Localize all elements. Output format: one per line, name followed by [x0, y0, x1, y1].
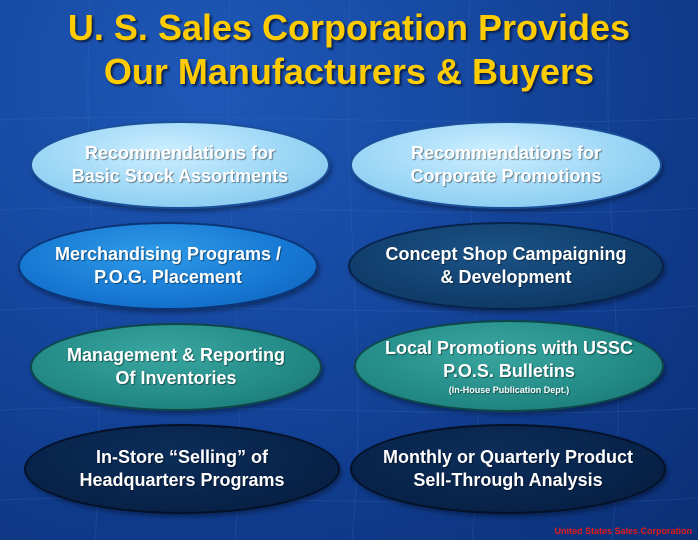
oval-inventory-management: Management & Reporting Of Inventories [30, 323, 322, 411]
oval-text-line: P.O.G. Placement [94, 267, 242, 287]
oval-text-line: Merchandising Programs / [54, 244, 282, 264]
oval-text-line: & Development [440, 267, 572, 287]
oval-corporate-promotions: Recommendations for Corporate Promotions [350, 121, 662, 209]
title-line-2: Our Manufacturers & Buyers [103, 51, 595, 92]
oval-text-line: In-Store “Selling” of [95, 447, 268, 467]
oval-text-line: Sell-Through Analysis [413, 470, 603, 490]
title-line-1: U. S. Sales Corporation Provides [67, 7, 631, 48]
oval-text-line: Monthly or Quarterly Product [382, 447, 634, 467]
oval-concept-shop-campaigning: Concept Shop Campaigning & Development [348, 222, 664, 310]
oval-text-line: Management & Reporting [66, 345, 285, 365]
oval-basic-stock-assortments: Recommendations for Basic Stock Assortme… [30, 121, 330, 209]
oval-text-line: Local Promotions with USSC [384, 337, 634, 358]
slide-title: U. S. Sales Corporation Provides Our Man… [0, 6, 698, 94]
company-footer: United States Sales Corporation [554, 526, 692, 536]
oval-text-line: Corporate Promotions [410, 166, 602, 186]
oval-text-line: Basic Stock Assortments [71, 166, 289, 186]
oval-text-line: Recommendations for [84, 143, 276, 163]
oval-text-line: Recommendations for [410, 143, 602, 163]
oval-text-line: Concept Shop Campaigning [385, 244, 627, 264]
oval-sell-through-analysis: Monthly or Quarterly Product Sell-Throug… [350, 424, 666, 514]
oval-in-store-selling: In-Store “Selling” of Headquarters Progr… [24, 424, 340, 514]
oval-text-line: Of Inventories [115, 368, 237, 388]
oval-text-line: Headquarters Programs [79, 470, 285, 490]
oval-local-promotions: Local Promotions with USSC P.O.S. Bullet… [354, 320, 664, 412]
publication-note: (In-House Publication Dept.) [448, 384, 570, 395]
oval-merchandising-programs: Merchandising Programs / P.O.G. Placemen… [18, 222, 318, 310]
oval-text-line: P.O.S. Bulletins [443, 360, 575, 381]
